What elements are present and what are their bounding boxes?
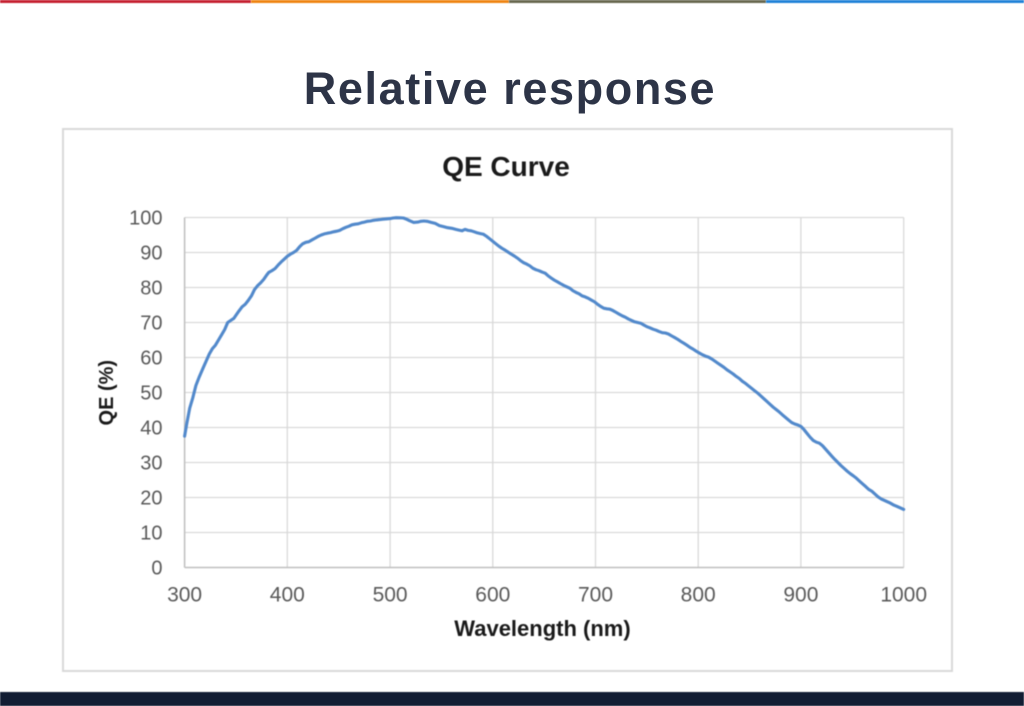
svg-text:300: 300 [167,584,202,607]
svg-text:70: 70 [140,313,162,335]
svg-text:Wavelength (nm): Wavelength (nm) [454,616,630,641]
svg-text:0: 0 [151,558,162,580]
svg-text:60: 60 [140,348,162,370]
svg-text:80: 80 [140,278,162,300]
svg-text:500: 500 [373,584,408,607]
svg-text:30: 30 [140,453,162,475]
svg-text:900: 900 [783,584,818,607]
svg-text:90: 90 [140,243,162,265]
svg-text:10: 10 [140,523,162,545]
svg-text:600: 600 [475,584,510,607]
svg-text:800: 800 [681,584,716,607]
svg-text:700: 700 [578,584,613,607]
svg-text:40: 40 [140,418,162,440]
svg-text:QE Curve: QE Curve [442,151,570,182]
svg-text:50: 50 [140,383,162,405]
svg-text:QE (%): QE (%) [96,360,118,426]
svg-text:100: 100 [129,208,162,230]
svg-text:1000: 1000 [880,584,927,607]
svg-text:20: 20 [140,488,162,510]
svg-text:400: 400 [270,584,305,607]
